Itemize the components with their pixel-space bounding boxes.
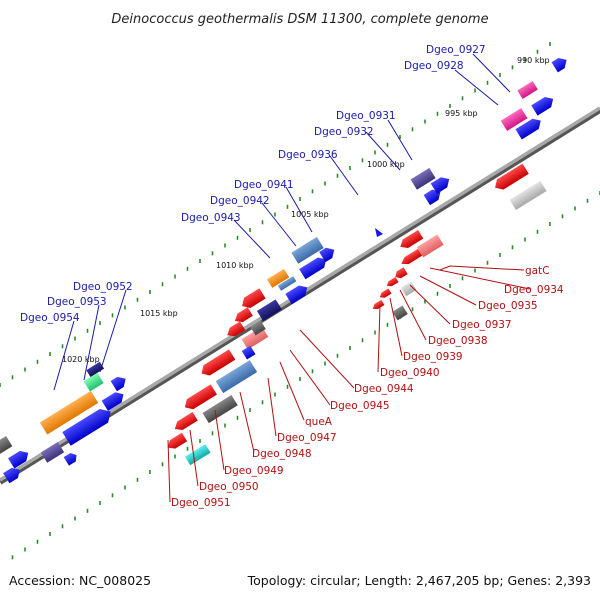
gene-feature — [386, 276, 399, 287]
gene-label-dgeo-0950: Dgeo_0950 — [199, 481, 259, 493]
gene-feature — [242, 288, 266, 308]
gene-label-dgeo-0935: Dgeo_0935 — [478, 300, 538, 312]
gene-feature — [509, 180, 547, 211]
gene-feature — [430, 177, 450, 194]
gene-label-dgeo-0951: Dgeo_0951 — [171, 497, 231, 509]
gene-label-dgeo-0952: Dgeo_0952 — [73, 281, 133, 293]
gene-feature — [400, 281, 417, 297]
gene-feature — [3, 467, 20, 484]
gene-feature — [241, 326, 269, 350]
lower-gene-labels: gatC Dgeo_0934 Dgeo_0935 Dgeo_0937 Dgeo_… — [171, 265, 564, 509]
upper-leaders — [53, 53, 511, 391]
gene-feature — [215, 360, 258, 394]
gene-feature — [423, 189, 441, 206]
gene-feature — [416, 234, 444, 258]
reverse-strand-genes — [167, 163, 547, 466]
gene-label-dgeo-0949: Dgeo_0949 — [224, 465, 284, 477]
gene-feature — [379, 288, 392, 298]
gene-feature — [250, 320, 266, 336]
kbp-label-1015: 1015 kbp — [140, 309, 178, 318]
gene-label-dgeo-0948: Dgeo_0948 — [252, 448, 312, 460]
gene-label-dgeo-0954: Dgeo_0954 — [20, 312, 80, 324]
kbp-markers: 990 kbp 995 kbp 1000 kbp 1005 kbp 1010 k… — [62, 56, 550, 364]
gene-feature — [395, 267, 408, 279]
gene-feature — [110, 376, 126, 392]
gene-feature — [202, 395, 238, 424]
track-lines — [0, 42, 600, 560]
gene-label-dgeo-0932: Dgeo_0932 — [314, 126, 374, 138]
gene-feature — [241, 345, 256, 360]
kbp-label-1010: 1010 kbp — [216, 261, 254, 270]
gene-feature — [277, 276, 297, 291]
gene-label-dgeo-0943: Dgeo_0943 — [181, 212, 241, 224]
gene-label-dgeo-0934: Dgeo_0934 — [504, 284, 564, 296]
gene-label-dgeo-0940: Dgeo_0940 — [380, 367, 440, 379]
gene-label-dgeo-0945: Dgeo_0945 — [330, 400, 390, 412]
gene-feature — [319, 247, 335, 263]
gene-label-dgeo-0937: Dgeo_0937 — [452, 319, 512, 331]
kbp-label-1020: 1020 kbp — [62, 355, 100, 364]
kbp-label-1005: 1005 kbp — [291, 210, 329, 219]
gene-feature — [517, 81, 538, 99]
gene-feature — [299, 257, 327, 280]
gene-label-dgeo-0936: Dgeo_0936 — [278, 149, 338, 161]
gene-label-gatc: gatC — [525, 265, 550, 277]
gene-label-dgeo-0944: Dgeo_0944 — [354, 383, 414, 395]
gene-feature — [167, 432, 188, 449]
forward-strand-genes — [0, 57, 567, 484]
gene-label-dgeo-0927: Dgeo_0927 — [426, 44, 486, 56]
gene-feature — [8, 450, 29, 469]
genome-title: Deinococcus geothermalis DSM 11300, comp… — [111, 12, 488, 27]
gene-feature — [174, 412, 198, 431]
kbp-label-1000: 1000 kbp — [367, 160, 405, 169]
upper-gene-labels: Dgeo_0927 Dgeo_0928 Dgeo_0931 Dgeo_0932 … — [20, 44, 486, 324]
gene-feature — [184, 444, 211, 466]
gene-feature — [410, 167, 436, 190]
accession-text: Accession: NC_008025 — [9, 573, 151, 588]
gene-label-dgeo-0938: Dgeo_0938 — [428, 335, 488, 347]
gene-feature — [62, 408, 111, 446]
gene-feature — [531, 96, 554, 116]
gene-feature — [392, 305, 408, 321]
lower-leaders — [167, 265, 531, 503]
gene-feature — [63, 452, 77, 466]
gene-feature — [372, 299, 385, 310]
gene-feature — [375, 228, 383, 237]
gene-feature — [515, 118, 541, 140]
gene-feature — [227, 321, 246, 337]
gene-feature — [401, 248, 423, 265]
kbp-label-995: 995 kbp — [445, 109, 478, 118]
gene-feature — [40, 442, 65, 463]
gene-feature — [234, 307, 253, 323]
gene-feature — [495, 163, 529, 190]
gene-label-dgeo-0939: Dgeo_0939 — [403, 351, 463, 363]
gene-label-dgeo-0953: Dgeo_0953 — [47, 296, 107, 308]
gene-feature — [184, 384, 217, 410]
gene-feature — [39, 390, 99, 435]
gene-feature — [291, 236, 324, 264]
gene-feature — [400, 230, 424, 248]
gene-label-dgeo-0931: Dgeo_0931 — [336, 110, 396, 122]
gene-feature — [86, 361, 105, 378]
gene-feature — [201, 349, 236, 376]
kbp-label-990: 990 kbp — [517, 56, 550, 65]
gene-feature — [83, 372, 104, 392]
gene-label-dgeo-0942: Dgeo_0942 — [210, 195, 270, 207]
gene-feature — [101, 392, 124, 411]
gene-feature — [266, 268, 290, 288]
gene-feature — [500, 108, 528, 131]
gene-feature — [551, 57, 567, 73]
gene-label-dgeo-0941: Dgeo_0941 — [234, 179, 294, 191]
gene-label-dgeo-0947: Dgeo_0947 — [277, 432, 337, 444]
genome-summary-text: Topology: circular; Length: 2,467,205 bp… — [247, 573, 591, 588]
gene-label-quea: queA — [305, 416, 333, 428]
gene-feature — [0, 435, 13, 458]
gene-label-dgeo-0928: Dgeo_0928 — [404, 60, 464, 72]
gene-feature — [285, 285, 308, 305]
gene-feature — [256, 299, 282, 322]
